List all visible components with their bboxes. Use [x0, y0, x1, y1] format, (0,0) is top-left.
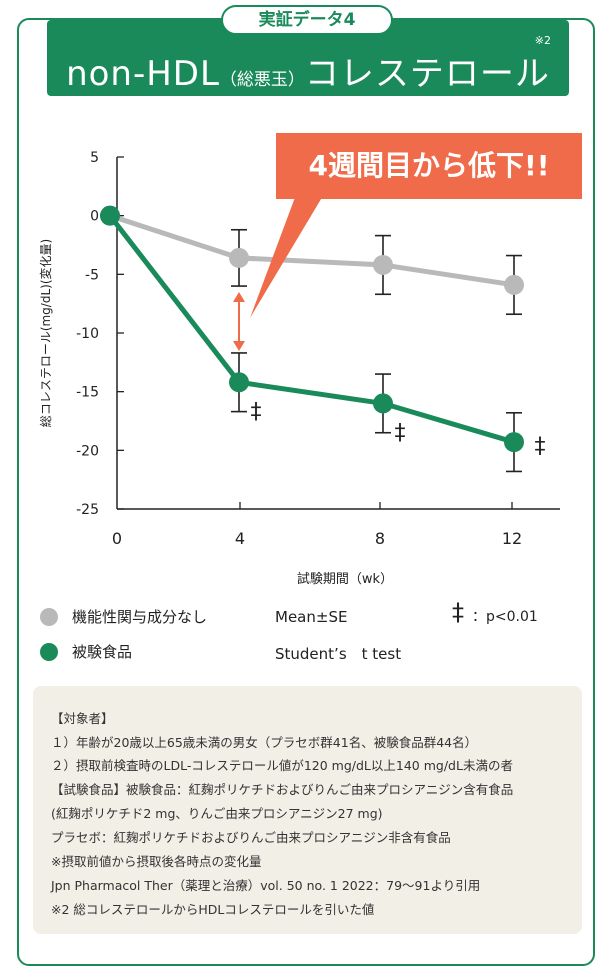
data-point: [504, 274, 524, 295]
y-tick-label: -25: [76, 502, 99, 518]
data-point: [373, 393, 393, 414]
data-point: [504, 432, 524, 453]
stat-test: Student’s t test: [275, 645, 402, 663]
chart-series: ‡ ‡ ‡: [100, 205, 546, 473]
header-note: ※2: [534, 34, 551, 47]
y-tick-label: -20: [76, 443, 99, 459]
significance-mark: ‡: [395, 420, 406, 445]
legend-label-test: 被験食品: [72, 643, 133, 661]
sig-mark: ‡: [452, 598, 464, 626]
evidence-tag: 実証データ4: [221, 5, 393, 35]
sig-text: ：p<0.01: [472, 609, 538, 625]
series-line: [109, 213, 515, 288]
x-tick-label: 4: [235, 529, 245, 548]
note-line: 【対象者】: [51, 711, 114, 726]
legend-dot-green: [40, 642, 58, 661]
data-point: [229, 372, 249, 393]
y-tick-label: 5: [90, 150, 99, 166]
title-suffix: コレステロール: [304, 54, 550, 94]
legend-item-test: 被験食品: [40, 641, 132, 662]
legend-item-control: 機能性関与成分なし: [40, 606, 207, 627]
title-main: non-HDL: [66, 54, 220, 94]
y-axis-label: 総コレステロール(mg/dL)(変化量): [38, 239, 53, 427]
legend-label-control: 機能性関与成分なし: [72, 608, 208, 626]
x-tick-label: 12: [502, 529, 522, 548]
note-line: プラセボ：紅麹ポリケチドおよびりんご由来プロシアニジン非含有食品: [51, 830, 451, 845]
note-line: １）年齢が20歳以上65歳未満の男女（プラセボ群41名、被験食品群44名）: [51, 735, 478, 750]
title-paren: （総悪玉）: [219, 70, 305, 90]
x-axis-label: 試験期間（wk）: [297, 571, 393, 587]
y-tick-label: 0: [90, 209, 99, 225]
y-tick-label: -15: [76, 385, 99, 401]
x-tick-label: 8: [375, 529, 385, 548]
note-line: 【試験食品】被験食品：紅麹ポリケチドおよびりんご由来プロシアニジン含有食品: [51, 782, 514, 797]
legend-dot-gray: [40, 607, 58, 626]
difference-arrow-head-down: [233, 341, 245, 351]
difference-arrow-head-up: [233, 292, 245, 302]
significance-mark: ‡: [251, 399, 262, 424]
callout-pointer: [250, 184, 330, 318]
note-line: (紅麹ポリケチド2 mg、りんご由来プロシアニジン27 mg): [51, 806, 383, 821]
callout-box: 4週間目から低下!!: [276, 133, 582, 199]
y-tick-label: -10: [76, 326, 99, 342]
data-point: [229, 247, 249, 268]
x-tick-label: 0: [112, 529, 122, 548]
notes-box: 【対象者】 １）年齢が20歳以上65歳未満の男女（プラセボ群41名、被験食品群4…: [33, 686, 582, 934]
data-point: [100, 205, 120, 226]
series-line: [108, 214, 515, 445]
stat-mean-se: Mean±SE: [275, 608, 348, 626]
note-line: ２）摂取前検査時のLDL-コレステロール値が120 mg/dL以上140 mg/…: [51, 758, 513, 773]
note-line: Jpn Pharmacol Ther（薬理と治療）vol. 50 no. 1 2…: [51, 878, 481, 893]
significance-mark: ‡: [535, 434, 546, 459]
note-line: ※摂取前値から摂取後各時点の変化量: [51, 854, 262, 869]
y-tick-label: -5: [85, 267, 99, 283]
header-title: non-HDL（総悪玉）コレステロール: [47, 46, 569, 95]
note-line: ※2 総コレステロールからHDLコレステロールを引いた値: [51, 902, 375, 917]
data-point: [373, 254, 393, 275]
